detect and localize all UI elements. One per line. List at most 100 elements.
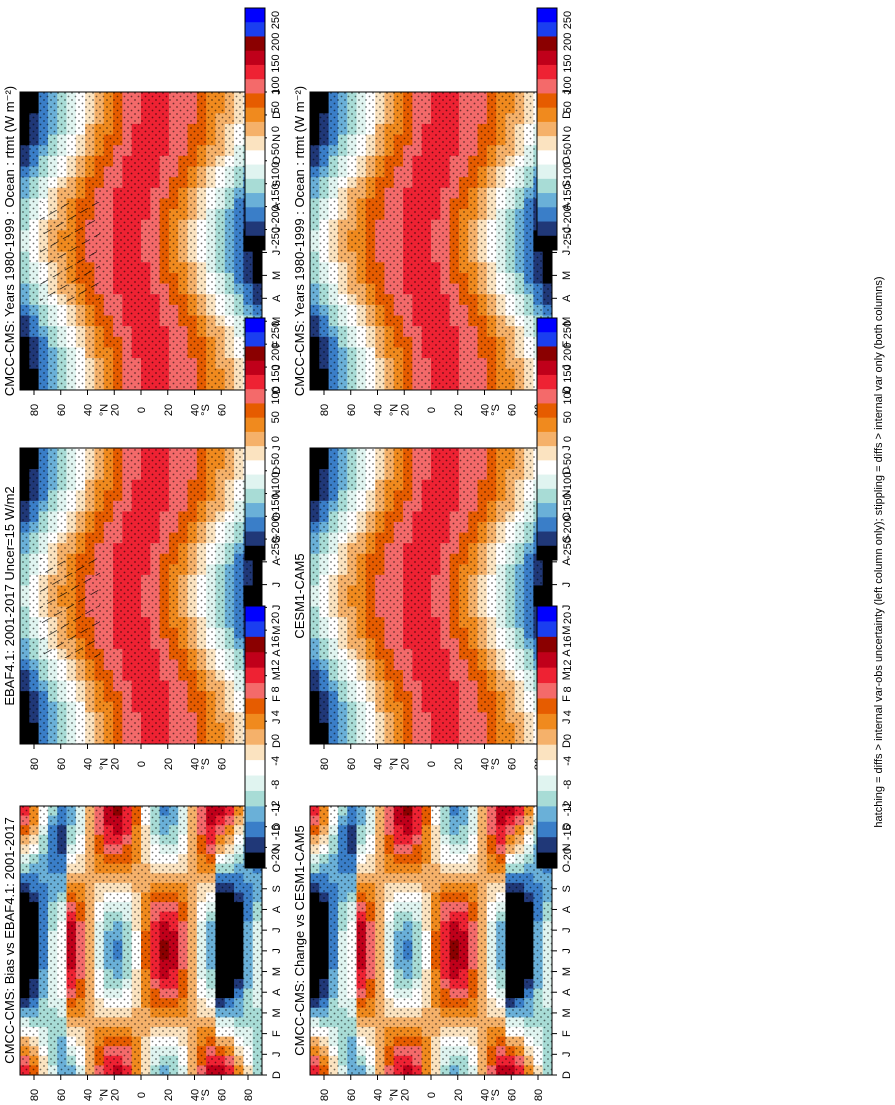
- month-tick-label: J: [271, 803, 283, 809]
- colorbar-label: 4: [270, 710, 282, 716]
- colorbar-swatch: [537, 503, 557, 518]
- colorbar-swatch: [245, 431, 265, 447]
- lat-tick-label: 60: [56, 1089, 68, 1101]
- lat-unit-label: °N: [389, 758, 401, 770]
- month-tick-label: J: [561, 948, 573, 954]
- panel-5: 80604020020406080°N°SDJFMAMJJASONDJCESM1…: [292, 317, 574, 770]
- colorbar-swatch: [537, 667, 557, 684]
- lat-tick-label: 20: [399, 758, 411, 770]
- colorbar-label: -100: [270, 162, 282, 184]
- colorbar-swatch: [245, 621, 265, 638]
- colorbar-swatch: [245, 852, 265, 869]
- month-tick-label: J: [561, 927, 573, 933]
- month-tick-label: J: [271, 927, 283, 933]
- month-tick-label: J: [271, 227, 283, 233]
- colorbar-label: 200: [270, 33, 282, 51]
- stippling: [310, 448, 552, 744]
- colorbar-label: 0: [562, 126, 574, 132]
- colorbar-swatch: [537, 235, 557, 251]
- month-tick-label: D: [561, 740, 573, 748]
- stippling: [20, 806, 262, 1075]
- month-tick-label: M: [561, 271, 573, 280]
- lat-unit-label: °N: [99, 1089, 111, 1101]
- lat-tick-label: 20: [163, 1089, 175, 1101]
- colorbar-swatch: [245, 698, 265, 715]
- colorbar-swatch: [245, 403, 265, 419]
- lat-tick-label: 80: [319, 758, 331, 770]
- lat-unit-label: °S: [200, 758, 212, 770]
- colorbar-swatch: [245, 221, 265, 237]
- lat-unit-label: °N: [99, 404, 111, 416]
- month-tick-label: J: [561, 1052, 573, 1058]
- month-tick-label: N: [271, 490, 283, 498]
- month-tick-label: A: [271, 649, 283, 657]
- month-tick-label: J: [271, 948, 283, 954]
- colorbar-swatch: [245, 460, 265, 475]
- colorbar-label: -150: [270, 183, 282, 205]
- month-tick-label: J: [561, 445, 573, 451]
- colorbar-swatch: [537, 50, 557, 66]
- lat-tick-label: 40: [373, 1089, 385, 1101]
- colorbar-label: 150: [562, 364, 574, 382]
- colorbar-swatch: [537, 474, 557, 490]
- colorbar-frame: [536, 7, 558, 251]
- colorbar-swatch: [537, 93, 557, 109]
- colorbar-swatch: [245, 775, 265, 792]
- month-tick-label: O: [561, 512, 573, 521]
- month-tick-label: D: [271, 740, 283, 748]
- colorbar-label: -4: [270, 756, 282, 766]
- colorbar-swatch: [537, 545, 557, 561]
- panel-4: 80604020020406080°N°SDJFMAMJJASONDJCMCC-…: [292, 7, 574, 416]
- colorbar-label: 0: [270, 734, 282, 740]
- colorbar-swatch: [537, 221, 557, 237]
- lat-tick-label: 60: [506, 1089, 518, 1101]
- colorbar-swatch: [537, 837, 557, 853]
- lat-tick-label: 80: [319, 404, 331, 416]
- colorbar-swatch: [537, 318, 557, 333]
- colorbar-frame: [536, 317, 558, 561]
- lat-tick-label: 0: [136, 761, 148, 767]
- panel-2: 80604020020406080°N°SDJFMAMJJASONDJEBAF4…: [2, 317, 283, 770]
- colorbar-swatch: [537, 107, 557, 123]
- lat-tick-label: 20: [453, 1089, 465, 1101]
- lat-tick-label: 60: [216, 758, 228, 770]
- colorbar-swatch: [537, 621, 557, 638]
- colorbar-label: -16: [562, 824, 574, 840]
- colorbar-swatch: [245, 360, 265, 376]
- colorbar-swatch: [537, 332, 557, 347]
- colorbar-label: 0: [562, 734, 574, 740]
- colorbar-label: 50: [562, 101, 574, 113]
- colorbar-swatch: [537, 683, 557, 699]
- lat-unit-label: °N: [389, 1089, 401, 1101]
- lat-tick-label: 60: [506, 404, 518, 416]
- month-tick-label: D: [561, 1071, 573, 1079]
- lat-tick-label: 80: [29, 1089, 41, 1101]
- month-tick-label: A: [271, 905, 283, 913]
- lat-tick-label: 40: [480, 1089, 492, 1101]
- month-tick-label: O: [271, 156, 283, 165]
- colorbar-frame: [244, 605, 266, 869]
- panel-1: 80604020020406080°N°SDJFMAMJJASONDJCMCC-…: [2, 7, 283, 416]
- stippling: [310, 806, 552, 1075]
- month-tick-label: F: [561, 1030, 573, 1037]
- colorbar-label: 200: [270, 343, 282, 361]
- lat-tick-label: 20: [109, 1089, 121, 1101]
- month-tick-label: O: [561, 863, 573, 872]
- colorbar-label: -250: [270, 537, 282, 559]
- colorbar-swatch: [537, 360, 557, 376]
- panel-3: 80 60 40 20 0 20 40 60 80°N °SDJFMAMJJASONDJCMCC-…: [2, 605, 283, 1101]
- month-tick-label: J: [561, 582, 573, 588]
- lat-tick-label: 40: [190, 404, 202, 416]
- colorbar-label: -50: [270, 453, 282, 469]
- colorbar-swatch: [245, 683, 265, 699]
- lat-tick-label: 0: [426, 761, 438, 767]
- month-tick-label: D: [561, 823, 573, 831]
- colorbar-label: -250: [270, 227, 282, 249]
- colorbar-label: 0: [562, 436, 574, 442]
- colorbar-label: -4: [562, 756, 574, 766]
- lat-tick-label: 20: [399, 1089, 411, 1101]
- colorbar-swatch: [245, 531, 265, 547]
- lat-unit-label: °N: [99, 758, 111, 770]
- colorbar-label: -8: [562, 780, 574, 790]
- lat-tick-label: 20: [109, 404, 121, 416]
